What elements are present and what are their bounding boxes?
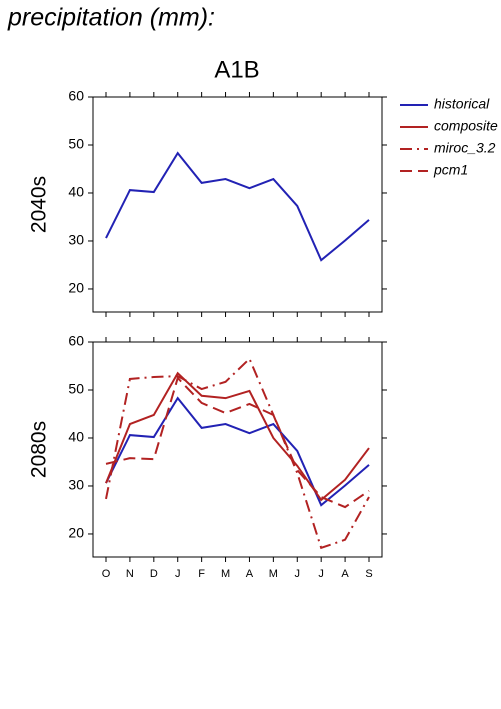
x-tick-label: J xyxy=(295,568,301,580)
y-tick-label: 30 xyxy=(68,477,84,493)
series-line xyxy=(105,371,370,502)
y-tick-label: 60 xyxy=(68,333,84,349)
chart-title: A1B xyxy=(214,56,259,83)
y-tick-label: 50 xyxy=(68,136,84,152)
plot-frame xyxy=(92,96,383,313)
plot-frame xyxy=(92,341,383,558)
x-tick-label: O xyxy=(102,568,111,580)
y-axis-label: 2040s xyxy=(28,176,51,233)
y-tick-label: 20 xyxy=(68,525,84,541)
legend-label: composite xyxy=(434,118,498,134)
page-title: precipitation (mm): xyxy=(7,4,215,32)
series-line xyxy=(105,396,370,507)
x-tick-label: F xyxy=(198,568,205,580)
x-tick-label: A xyxy=(341,568,349,580)
legend-label: historical xyxy=(434,96,490,112)
x-tick-label: A xyxy=(246,568,254,580)
y-tick-label: 60 xyxy=(68,88,84,104)
x-tick-label: M xyxy=(221,568,230,580)
x-tick-label: M xyxy=(269,568,278,580)
y-tick-label: 30 xyxy=(68,232,84,248)
legend-label: pcm1 xyxy=(433,162,468,178)
x-tick-label: S xyxy=(365,568,372,580)
y-tick-label: 20 xyxy=(68,280,84,296)
series-line xyxy=(105,151,370,262)
y-tick-label: 50 xyxy=(68,381,84,397)
series-line xyxy=(105,357,370,550)
x-tick-label: D xyxy=(150,568,158,580)
series-line xyxy=(105,376,370,509)
x-tick-label: N xyxy=(126,568,134,580)
y-tick-label: 40 xyxy=(68,184,84,200)
y-tick-label: 40 xyxy=(68,429,84,445)
legend-label: miroc_3.2 xyxy=(434,140,496,156)
x-tick-label: J xyxy=(175,568,181,580)
x-tick-label: J xyxy=(318,568,324,580)
y-axis-label: 2080s xyxy=(28,421,51,478)
